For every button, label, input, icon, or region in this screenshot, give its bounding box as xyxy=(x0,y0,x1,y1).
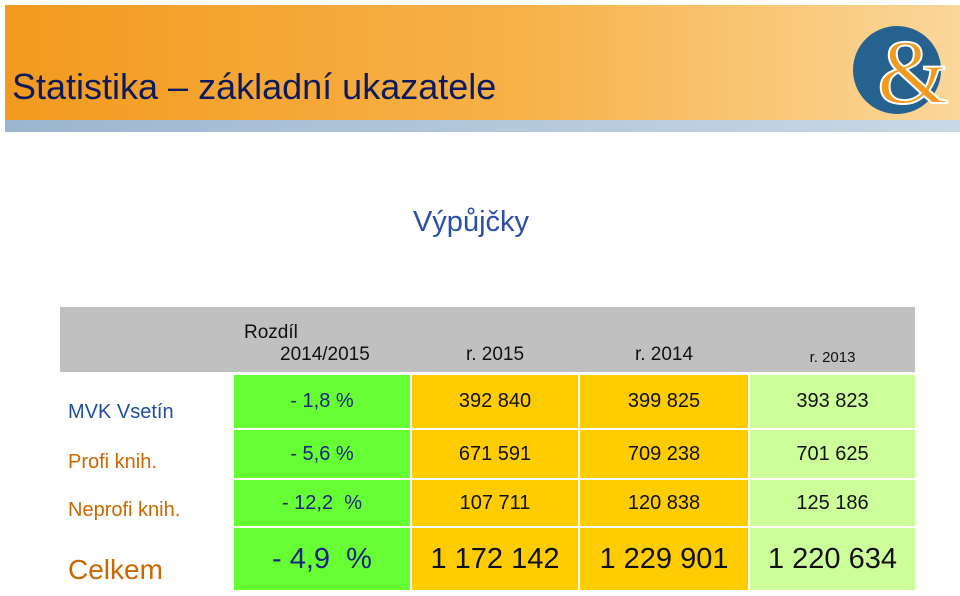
header-banner xyxy=(5,5,960,120)
table-cell: 709 238 xyxy=(580,430,748,478)
section-title: Výpůjčky xyxy=(412,206,530,238)
table-cell: - 4,9 % xyxy=(234,528,410,590)
table-cell: - 1,8 % xyxy=(234,375,410,428)
row-label: Neprofi knih. xyxy=(60,480,232,526)
row-label: Profi knih. xyxy=(60,430,232,478)
header-line: Rozdíl xyxy=(244,322,298,343)
header-line: r. 2015 xyxy=(465,344,525,365)
column-header: r. 2014 xyxy=(580,307,748,372)
table-cell: 701 625 xyxy=(750,430,915,478)
table-cell: 393 823 xyxy=(750,375,915,428)
row-label: Celkem xyxy=(60,528,232,590)
table-cell: 399 825 xyxy=(580,375,748,428)
column-header: r. 2015 xyxy=(412,307,578,372)
header-line: 2014/2015 xyxy=(280,344,370,365)
header-stripe xyxy=(5,120,960,132)
table-cell: 1 220 634 xyxy=(750,528,915,590)
table-cell: - 5,6 % xyxy=(234,430,410,478)
table-cell: 1 229 901 xyxy=(580,528,748,590)
table-cell: 125 186 xyxy=(750,480,915,526)
table-cell: 1 172 142 xyxy=(412,528,578,590)
table-cell: - 12,2 % xyxy=(234,480,410,526)
table-cell: 671 591 xyxy=(412,430,578,478)
row-label: MVK Vsetín xyxy=(60,375,232,428)
logo: & xyxy=(853,20,950,118)
header-line: r. 2013 xyxy=(809,349,856,366)
header-line: r. 2014 xyxy=(634,344,694,365)
table-cell: 392 840 xyxy=(412,375,578,428)
logo-mark: & xyxy=(877,21,949,118)
logo-circle xyxy=(853,26,941,114)
table-cell: 107 711 xyxy=(412,480,578,526)
slide-title: Statistika – základní ukazatele xyxy=(12,66,497,107)
column-header: r. 2013 xyxy=(750,307,915,372)
column-header: Rozdíl 2014/2015 xyxy=(234,307,410,372)
table-cell: 120 838 xyxy=(580,480,748,526)
